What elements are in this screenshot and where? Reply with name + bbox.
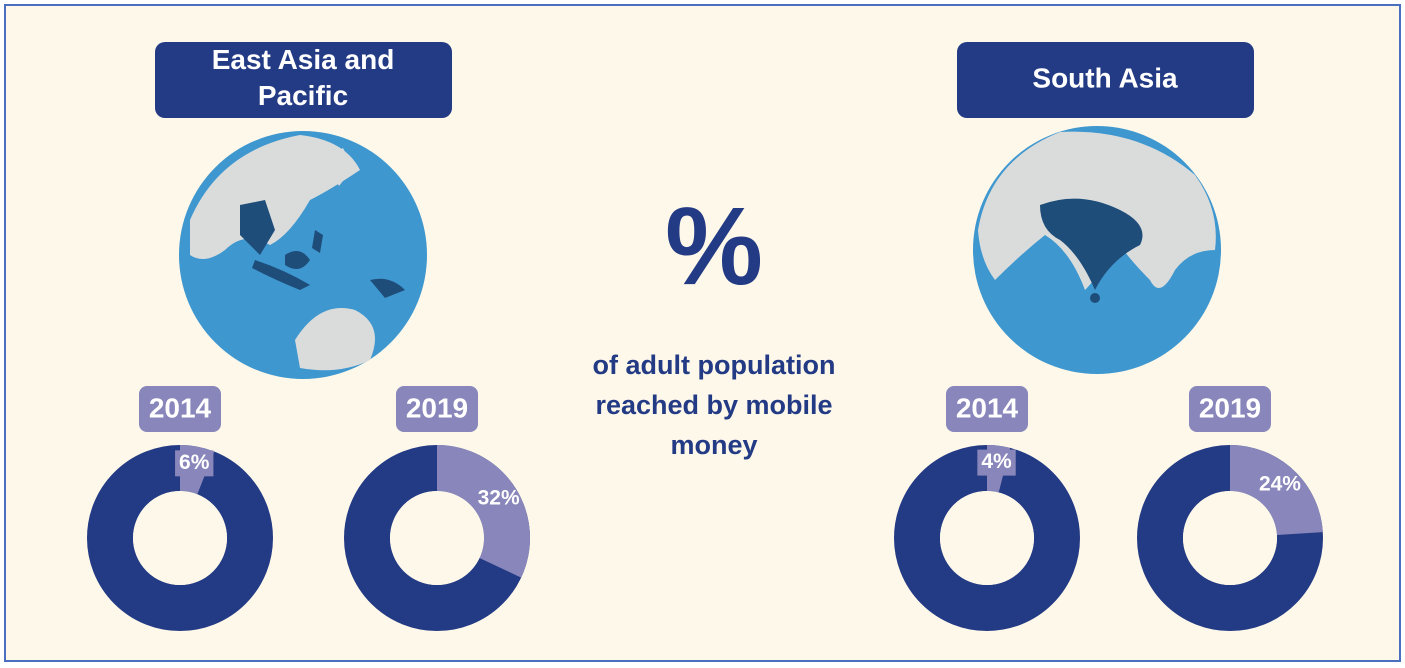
donut-hole [390, 491, 484, 585]
year-label: 2014 [149, 392, 212, 423]
value-label: 6% [179, 451, 210, 474]
donut-hole [133, 491, 227, 585]
donut-hole [940, 491, 1034, 585]
donut-hole [1183, 491, 1277, 585]
region-box [155, 42, 452, 118]
region-title: East Asia and Pacific [212, 44, 395, 111]
year-box [1189, 386, 1271, 432]
value-label: 32% [478, 486, 520, 509]
year-box [396, 386, 478, 432]
year-label: 2019 [406, 392, 468, 423]
year-box [946, 386, 1028, 432]
globe [179, 131, 427, 379]
year-box [139, 386, 221, 432]
donut-slice [1230, 445, 1323, 536]
value-label: 24% [1259, 472, 1301, 495]
donut-slice [437, 445, 530, 578]
label-bg [175, 450, 214, 477]
caption: of adult population reached by mobile mo… [592, 350, 836, 460]
globe [973, 126, 1221, 374]
value-label: 4% [981, 450, 1012, 473]
region-box [957, 42, 1254, 118]
label-bg [977, 449, 1016, 476]
region-title: South Asia [1032, 62, 1178, 93]
headline: % [665, 185, 763, 308]
year-label: 2014 [956, 392, 1019, 423]
year-label: 2019 [1199, 392, 1261, 423]
